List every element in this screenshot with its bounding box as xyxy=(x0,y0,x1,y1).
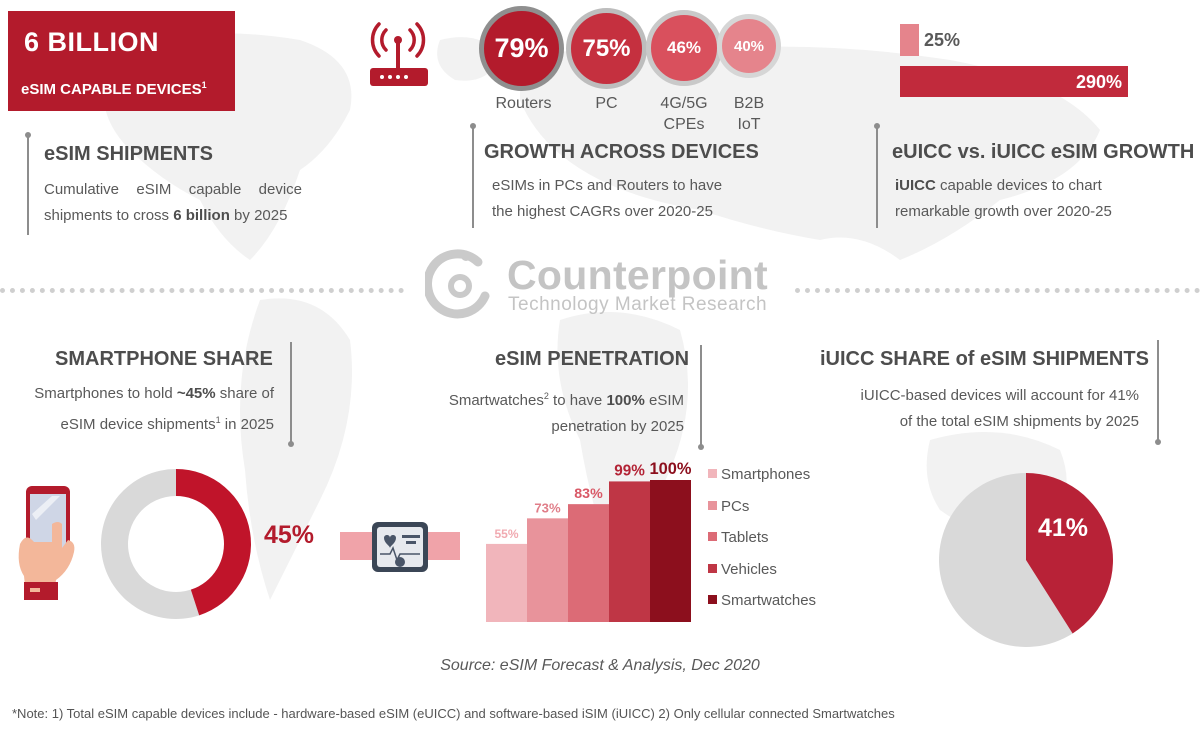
bar-label-smartwatches: 100% xyxy=(650,460,692,478)
smartphone-share-text: Smartphones to hold ~45% share of eSIM d… xyxy=(34,385,274,433)
legend-item-smartwatches: Smartwatches xyxy=(708,592,816,609)
bar-vehicles xyxy=(609,481,650,622)
legend-item-vehicles: Vehicles xyxy=(708,561,777,578)
pie-rest-slice xyxy=(939,473,1073,647)
growth-circle-routers: 79% xyxy=(479,6,564,91)
growth-circle-pc: 75% xyxy=(566,8,647,89)
divider-line xyxy=(470,123,476,228)
divider-line xyxy=(874,123,880,228)
headline-small: eSIM CAPABLE DEVICES1 xyxy=(21,80,207,98)
footnote: *Note: 1) Total eSIM capable devices inc… xyxy=(12,706,895,721)
legend-label: PCs xyxy=(721,497,750,515)
growth-label-pc: PC xyxy=(595,95,618,112)
iuicc-share-pie xyxy=(939,473,1113,647)
divider-line xyxy=(25,132,31,235)
hand-phone-icon xyxy=(18,486,75,600)
divider-line xyxy=(698,345,704,450)
bar-pcs xyxy=(527,518,568,622)
legend-swatch xyxy=(708,595,717,604)
legend-label: Tablets xyxy=(721,529,769,546)
growth-circle-iot: 40% xyxy=(717,14,781,78)
growth-value-iot: 40% xyxy=(733,37,765,55)
growth-label-routers: Routers xyxy=(495,95,552,112)
smartphone-share-label: 45% xyxy=(264,521,315,549)
divider-line xyxy=(1155,340,1161,445)
router-icon xyxy=(370,22,428,86)
legend-label: Vehicles xyxy=(721,560,777,578)
divider-line xyxy=(288,342,294,447)
esim-shipments-text: Cumulative eSIM capable device shipments… xyxy=(44,181,302,224)
headline-box: 6 BILLION eSIM CAPABLE DEVICES1 xyxy=(8,11,235,111)
esim-penetration-text: Smartwatches2 to have 100% eSIM penetrat… xyxy=(448,391,684,435)
legend-swatch xyxy=(708,500,717,510)
counterpoint-logo-icon xyxy=(425,249,490,319)
legend-label: Smartwatches xyxy=(721,592,817,609)
bar-tablets xyxy=(568,504,609,622)
dotted-separator xyxy=(0,288,404,297)
esim-shipments-title: eSIM SHIPMENTS xyxy=(44,143,213,165)
bar-smartwatches xyxy=(650,480,691,622)
headline-big: 6 BILLION xyxy=(24,27,160,57)
growth-text: eSIMs in PCs and Routers to have the hig… xyxy=(492,177,723,220)
legend-item-tablets: Tablets xyxy=(708,529,769,546)
legend-swatch xyxy=(708,469,717,478)
legend-label: Smartphones xyxy=(721,466,811,483)
bar-label-smartphones: 55% xyxy=(494,527,518,541)
logo-tagline: Technology Market Research xyxy=(508,294,768,315)
growth-value-pc: 75% xyxy=(582,34,631,62)
growth-label-cpes: 4G/5G CPEs xyxy=(660,95,708,133)
iuicc-share-text: iUICC-based devices will account for 41%… xyxy=(860,387,1139,430)
euicc-title: eUICC vs. iUICC eSIM GROWTH xyxy=(892,141,1195,163)
euicc-bar xyxy=(900,24,919,56)
iuicc-bar: 290% xyxy=(900,66,1128,97)
smartphone-share-donut xyxy=(101,469,252,619)
iuicc-bar-label: 290% xyxy=(1075,72,1122,92)
growth-value-cpes: 46% xyxy=(666,38,702,57)
growth-value-routers: 79% xyxy=(494,33,549,63)
legend-swatch xyxy=(708,563,717,573)
bar-label-vehicles: 99% xyxy=(614,462,645,479)
iuicc-share-label: 41% xyxy=(1038,514,1089,542)
smartwatch-icon xyxy=(340,522,460,572)
euicc-bar-label: 25% xyxy=(924,30,961,50)
legend-item-smartphones: Smartphones xyxy=(708,466,810,483)
bar-label-tablets: 83% xyxy=(574,486,603,502)
esim-penetration-title: eSIM PENETRATION xyxy=(495,348,690,370)
bar-label-pcs: 73% xyxy=(534,500,561,515)
source-line: Source: eSIM Forecast & Analysis, Dec 20… xyxy=(440,657,760,674)
euicc-text: iUICC capable devices to chart remarkabl… xyxy=(895,177,1112,220)
iuicc-share-title: iUICC SHARE of eSIM SHIPMENTS xyxy=(820,348,1149,370)
growth-label-iot: B2B IoT xyxy=(733,95,765,133)
dotted-separator xyxy=(795,288,1200,297)
smartphone-share-title: SMARTPHONE SHARE xyxy=(55,348,273,370)
legend-item-pcs: PCs xyxy=(708,498,749,515)
logo-name: Counterpoint xyxy=(507,252,768,298)
bar-smartphones xyxy=(486,543,527,622)
penetration-bar-chart: 55% 73% 83% 99% 100% xyxy=(486,460,692,622)
legend-swatch xyxy=(708,532,717,541)
donut-rest-segment xyxy=(101,469,200,619)
pie-share-slice xyxy=(1026,473,1113,634)
growth-title: GROWTH ACROSS DEVICES xyxy=(484,141,759,163)
donut-share-segment xyxy=(176,469,252,616)
growth-circle-cpes: 46% xyxy=(646,10,722,86)
